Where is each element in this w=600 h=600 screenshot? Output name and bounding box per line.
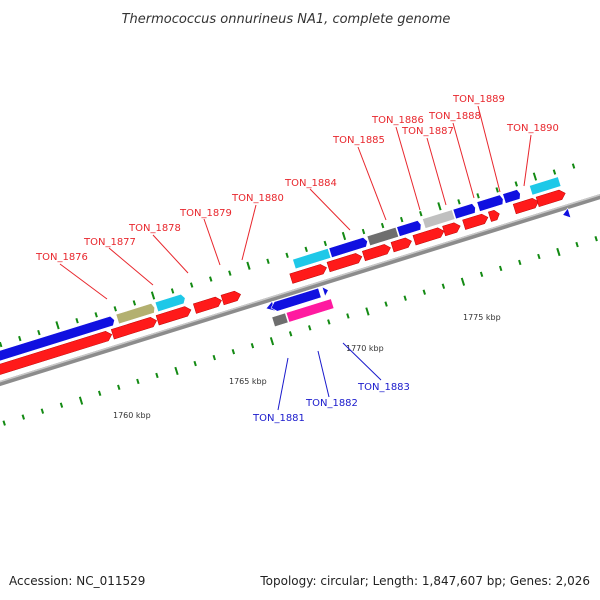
label-leader-lines-bottom [277, 342, 382, 411]
gene-labels-top: TON_1876 TON_1877 TON_1878 TON_1879 TON_… [35, 94, 559, 263]
gene-ton-1881[interactable] [270, 287, 322, 313]
gene-blue-marker[interactable] [561, 207, 572, 220]
cds-arrow[interactable] [220, 290, 242, 306]
gene-ton-1888[interactable] [422, 209, 456, 229]
scale-ticks-outer [0, 163, 576, 348]
cds-arrow[interactable] [0, 330, 113, 382]
gene-label-ton-1882[interactable]: TON_1882 [305, 398, 358, 409]
gene-label-ton-1890[interactable]: TON_1890 [506, 123, 559, 134]
scale-labels: 1760 kbp 1765 kbp 1770 kbp 1775 kbp [113, 313, 501, 420]
gene-label-ton-1887[interactable]: TON_1887 [401, 126, 454, 137]
scale-ticks-inner [2, 235, 598, 426]
gene-ton-1886[interactable] [366, 226, 400, 247]
gene-ton-1884[interactable] [292, 247, 332, 270]
gene-ton-1890[interactable] [476, 194, 505, 212]
gene-label-ton-1889[interactable]: TON_1889 [452, 94, 505, 105]
gene-ton-1890b[interactable] [502, 189, 522, 204]
gene-ton-1878[interactable] [154, 293, 187, 313]
cds-arrow[interactable] [412, 226, 446, 246]
gene-label-ton-1885[interactable]: TON_1885 [332, 135, 385, 146]
cds-arrow[interactable] [193, 296, 223, 314]
gene-label-ton-1877[interactable]: TON_1877 [83, 237, 136, 248]
gene-label-ton-1881[interactable]: TON_1881 [252, 413, 305, 424]
cds-arrow[interactable] [110, 316, 158, 340]
scale-label-1775: 1775 kbp [463, 313, 501, 322]
genome-summary-text: Topology: circular; Length: 1,847,607 bp… [259, 574, 590, 588]
bottom-gene-row [265, 207, 572, 328]
cds-arrow[interactable] [535, 189, 567, 207]
scale-label-1770: 1770 kbp [346, 344, 384, 353]
gene-label-ton-1880[interactable]: TON_1880 [231, 193, 284, 204]
gene-label-ton-1886[interactable]: TON_1886 [371, 115, 424, 126]
cds-row [0, 189, 567, 382]
cds-arrow[interactable] [362, 243, 392, 262]
cds-arrow[interactable] [390, 236, 413, 253]
scale-label-1760: 1760 kbp [113, 411, 151, 420]
gene-label-ton-1879[interactable]: TON_1879 [179, 208, 232, 219]
genome-backbone [0, 187, 600, 395]
gene-label-ton-1888[interactable]: TON_1888 [428, 111, 481, 122]
cds-arrow[interactable] [512, 197, 540, 215]
cds-arrow[interactable] [442, 221, 462, 237]
gene-label-ton-1884[interactable]: TON_1884 [284, 178, 337, 189]
top-gene-row [0, 176, 562, 369]
gene-ton-1883[interactable] [285, 298, 335, 323]
gene-label-ton-1878[interactable]: TON_1878 [128, 223, 181, 234]
gene-ton-1885[interactable] [328, 236, 369, 258]
gene-labels-bottom: TON_1881 TON_1882 TON_1883 [252, 382, 410, 424]
gene-ton-1881b[interactable] [321, 285, 330, 298]
genome-track [0, 163, 600, 426]
cds-arrow[interactable] [289, 263, 328, 284]
cds-arrow[interactable] [462, 213, 490, 230]
gene-label-ton-1876[interactable]: TON_1876 [35, 252, 88, 263]
cds-arrow[interactable] [488, 209, 501, 222]
gene-ton-1889[interactable] [452, 203, 477, 220]
gene-ton-1877[interactable] [115, 303, 156, 325]
gene-label-ton-1883[interactable]: TON_1883 [357, 382, 410, 393]
accession-text: Accession: NC_011529 [9, 574, 145, 588]
gene-ton-1887[interactable] [396, 220, 423, 237]
gene-ton-1882[interactable] [271, 312, 289, 328]
map-title: Thermococcus onnurineus NA1, complete ge… [122, 12, 451, 27]
cds-arrow[interactable] [326, 252, 363, 273]
scale-label-1765: 1765 kbp [229, 377, 267, 386]
gene-next-1[interactable] [528, 176, 562, 196]
gene-ton-1876[interactable] [0, 315, 116, 369]
label-leader-lines-top [59, 105, 532, 300]
cds-arrow[interactable] [155, 305, 192, 326]
